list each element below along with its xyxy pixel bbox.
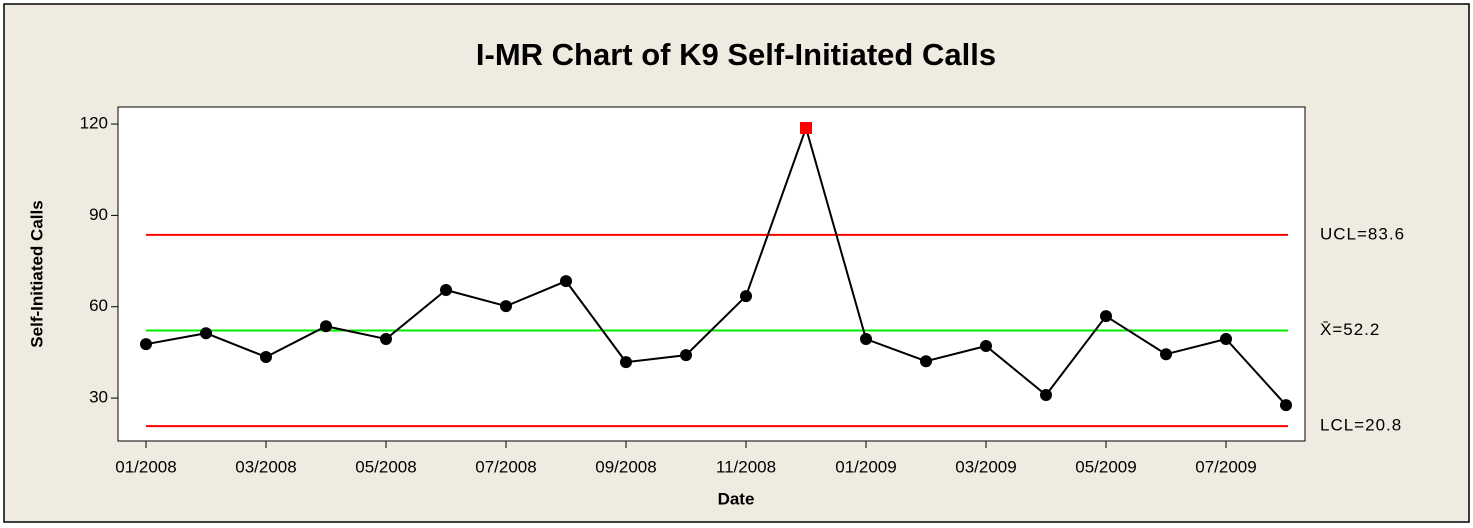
data-point bbox=[1040, 389, 1052, 402]
x-tick-label: 03/2008 bbox=[235, 457, 296, 476]
y-axis-label: Self-Initiated Calls bbox=[27, 200, 46, 347]
y-tick-label: 30 bbox=[89, 388, 108, 407]
data-point bbox=[1280, 399, 1292, 412]
data-point bbox=[680, 349, 692, 362]
x-tick-label: 01/2009 bbox=[835, 457, 896, 476]
data-point bbox=[320, 320, 332, 333]
data-line bbox=[145, 124, 1287, 406]
y-tick-label: 60 bbox=[89, 296, 108, 315]
data-point bbox=[980, 340, 992, 353]
x-tick-label: 05/2008 bbox=[355, 457, 416, 476]
x-tick-label: 03/2009 bbox=[955, 457, 1016, 476]
x-tick-label: 07/2009 bbox=[1195, 457, 1256, 476]
x-tick-label: 07/2008 bbox=[475, 457, 536, 476]
y-tick-label: 120 bbox=[80, 114, 108, 133]
data-point bbox=[380, 333, 392, 346]
data-point bbox=[860, 333, 872, 346]
data-point bbox=[260, 350, 272, 363]
data-point bbox=[920, 355, 932, 368]
x-tick-label: 01/2008 bbox=[115, 457, 176, 476]
chart-title: I-MR Chart of K9 Self-Initiated Calls bbox=[476, 37, 996, 72]
control-line-label: LCL=20.8 bbox=[1320, 416, 1402, 435]
data-point bbox=[560, 275, 572, 288]
data-point bbox=[1160, 348, 1172, 361]
data-point bbox=[740, 290, 752, 303]
control-line-label: UCL=83.6 bbox=[1320, 224, 1405, 243]
x-tick-label: 05/2009 bbox=[1075, 457, 1136, 476]
data-point bbox=[140, 338, 152, 351]
x-axis-label: Date bbox=[718, 489, 755, 508]
data-point bbox=[620, 356, 632, 369]
data-point bbox=[440, 283, 452, 296]
data-point bbox=[1220, 333, 1232, 346]
data-point bbox=[500, 300, 512, 313]
data-point bbox=[1100, 310, 1112, 323]
flagged-point bbox=[800, 122, 812, 135]
data-point bbox=[200, 327, 212, 340]
control-line-label: X̄=52.2 bbox=[1320, 320, 1380, 339]
y-tick-label: 90 bbox=[89, 205, 108, 224]
plot-area bbox=[117, 106, 1306, 442]
x-tick-label: 11/2008 bbox=[716, 457, 776, 476]
x-tick-label: 09/2008 bbox=[595, 457, 656, 476]
